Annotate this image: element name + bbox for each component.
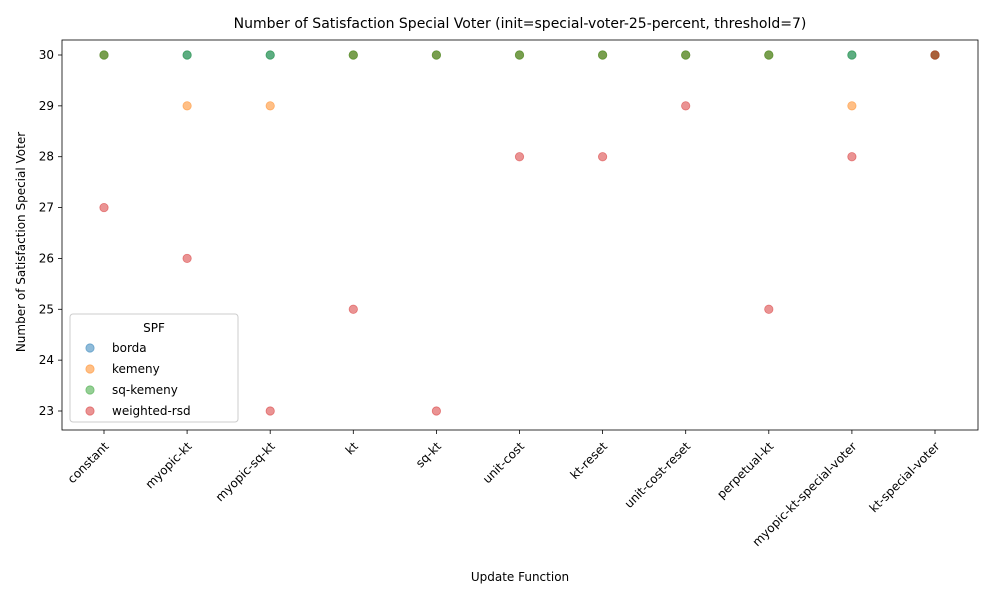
- data-point: [348, 304, 358, 314]
- y-tick-label: 24: [39, 353, 54, 367]
- plot-area: [99, 50, 940, 416]
- y-tick-label: 27: [39, 201, 54, 215]
- data-point: [597, 152, 608, 162]
- axes-frame: [61, 39, 979, 431]
- data-point: [681, 101, 691, 111]
- chart-title: Number of Satisfaction Special Voter (in…: [234, 16, 807, 32]
- series-weighted-rsd: [99, 50, 940, 416]
- legend-marker: [85, 385, 95, 395]
- y-tick-label: 29: [39, 99, 54, 113]
- data-point: [431, 50, 441, 60]
- legend-box: [69, 313, 239, 423]
- y-axis-title: Number of Satisfaction Special Voter: [14, 132, 28, 352]
- legend-marker: [85, 343, 95, 353]
- legend-label: kemeny: [112, 362, 160, 376]
- data-point: [514, 152, 525, 162]
- data-point: [597, 50, 608, 60]
- data-point: [99, 202, 109, 213]
- x-axis-title: Update Function: [471, 570, 569, 584]
- y-tick-label: 25: [39, 302, 54, 316]
- y-tick-label: 28: [39, 150, 54, 164]
- legend: SPF borda kemeny sq-kemeny weighted-rsd: [69, 313, 239, 423]
- legend-marker: [85, 406, 95, 416]
- data-point: [265, 406, 275, 416]
- data-point: [847, 152, 857, 162]
- legend-label: sq-kemeny: [112, 383, 178, 397]
- data-point: [265, 101, 275, 111]
- data-point: [764, 50, 774, 60]
- data-point: [930, 50, 940, 60]
- legend-label: borda: [112, 341, 147, 355]
- y-tick-label: 26: [39, 251, 54, 265]
- data-point: [847, 101, 857, 111]
- data-point: [764, 304, 774, 314]
- data-point: [431, 406, 441, 416]
- legend-label: weighted-rsd: [112, 404, 191, 418]
- data-point: [681, 50, 691, 60]
- data-point: [182, 101, 192, 111]
- y-tick-label: 30: [39, 48, 54, 62]
- legend-marker: [85, 364, 95, 374]
- data-point: [847, 50, 857, 60]
- y-axis: 23 24 25 26 27 28 29 30: [39, 48, 62, 418]
- data-point: [348, 50, 358, 60]
- data-point: [514, 50, 525, 60]
- data-point: [182, 253, 192, 264]
- data-point: [182, 50, 192, 60]
- data-point: [265, 50, 275, 60]
- legend-title: SPF: [143, 321, 165, 335]
- data-point: [99, 50, 109, 60]
- y-tick-label: 23: [39, 404, 54, 418]
